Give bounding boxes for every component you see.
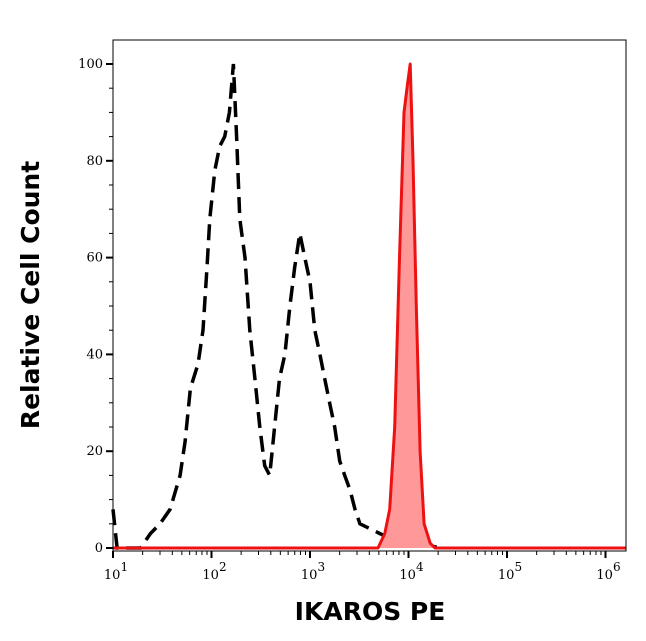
- y-tick-label: 20: [86, 444, 103, 459]
- series-line-filled: [113, 62, 626, 550]
- x-tick-label: 106: [596, 560, 620, 583]
- y-tick-label: 80: [86, 154, 103, 169]
- x-axis-title: IKAROS PE: [295, 597, 446, 626]
- series-line-dashed: [111, 63, 441, 550]
- plot-frame: [112, 39, 627, 552]
- x-tick-label: 103: [301, 560, 325, 583]
- y-axis-title: Relative Cell Count: [16, 161, 45, 429]
- series-area-fill: [113, 64, 626, 548]
- x-tick-label: 105: [498, 560, 522, 583]
- y-tick-label: 0: [95, 541, 103, 556]
- x-tick-label: 104: [399, 560, 424, 583]
- y-tick-label: 100: [78, 57, 103, 72]
- y-tick-label: 40: [86, 347, 103, 362]
- x-tick-label: 102: [202, 560, 226, 583]
- y-tick-label: 60: [86, 251, 103, 266]
- x-tick-label: 101: [104, 560, 128, 583]
